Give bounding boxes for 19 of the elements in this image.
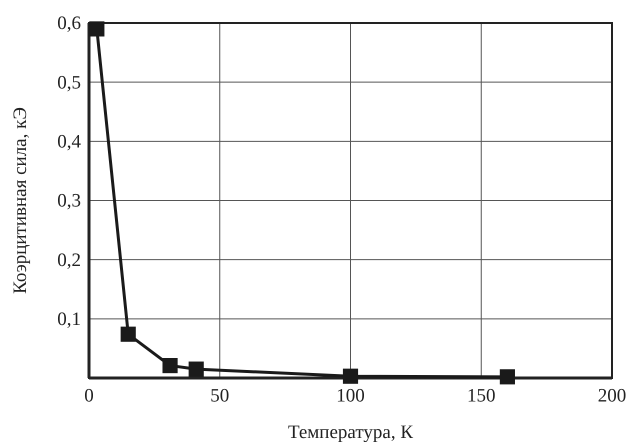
- y-tick-label: 0,3: [57, 190, 81, 212]
- point: [188, 362, 204, 377]
- y-tick-label: 0,2: [57, 250, 81, 271]
- point: [500, 369, 515, 384]
- y-tick-label: 0,5: [57, 72, 81, 94]
- x-axis-title: Температура, К: [288, 422, 414, 442]
- x-tick-label: 100: [336, 385, 365, 406]
- y-axis-title: Коэрцитивная сила, кЭ: [10, 107, 31, 294]
- point: [342, 368, 358, 384]
- y-tick-label: 0,6: [57, 13, 81, 34]
- y-tick-label: 0,1: [57, 308, 81, 330]
- y-tick-label: 0,4: [57, 131, 82, 152]
- point: [89, 21, 104, 36]
- x-tick-label: 200: [598, 385, 626, 406]
- x-tick-label: 150: [467, 385, 496, 406]
- point: [162, 358, 178, 374]
- x-tick-label: 50: [210, 385, 230, 406]
- x-tick-label: 0: [84, 385, 94, 406]
- point: [120, 326, 136, 342]
